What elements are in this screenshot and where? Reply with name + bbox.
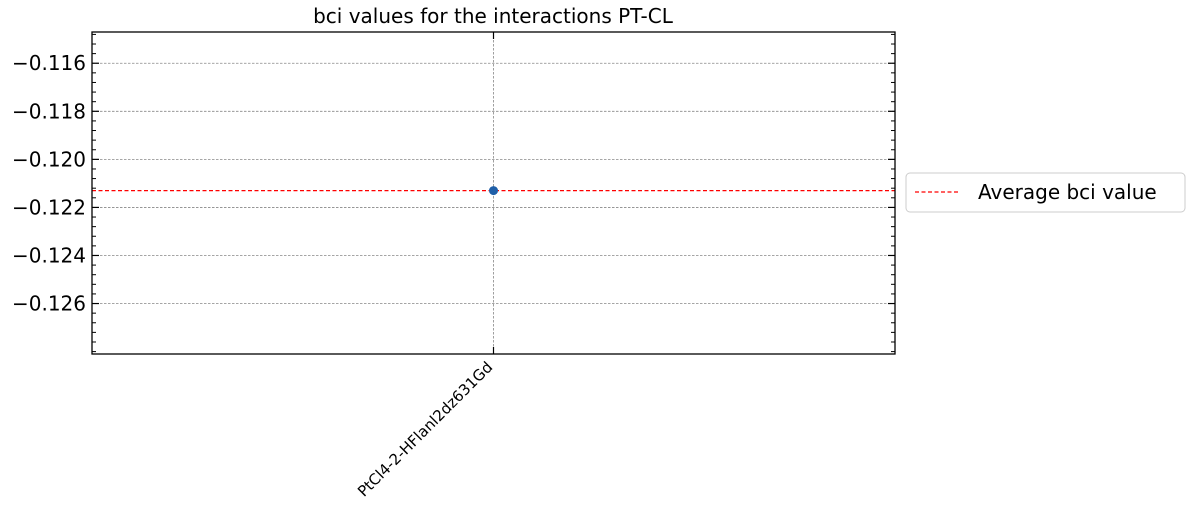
- axis-ticks: [92, 32, 895, 354]
- x-tick-labels: PtCl4-2-HFlanl2dz631Gd: [354, 358, 496, 500]
- y-tick-label: −0.124: [12, 243, 86, 267]
- y-tick-label: −0.118: [12, 99, 86, 123]
- y-tick-label: −0.126: [12, 292, 86, 316]
- legend-box: [905, 172, 1186, 213]
- data-point: [489, 186, 498, 196]
- y-tick-label: −0.116: [12, 51, 86, 75]
- x-tick-label: PtCl4-2-HFlanl2dz631Gd: [354, 358, 496, 500]
- y-tick-labels: −0.116 −0.118 −0.120 −0.122 −0.124 −0.126: [12, 51, 86, 315]
- y-tick-label: −0.122: [12, 195, 86, 219]
- legend-average-label: Average bci value: [978, 180, 1157, 204]
- data-points: [489, 186, 498, 196]
- chart-title: bci values for the interactions PT-CL: [313, 4, 674, 28]
- grid: [92, 32, 895, 354]
- legend: Average bci value: [905, 172, 1186, 213]
- y-tick-label: −0.120: [12, 147, 86, 171]
